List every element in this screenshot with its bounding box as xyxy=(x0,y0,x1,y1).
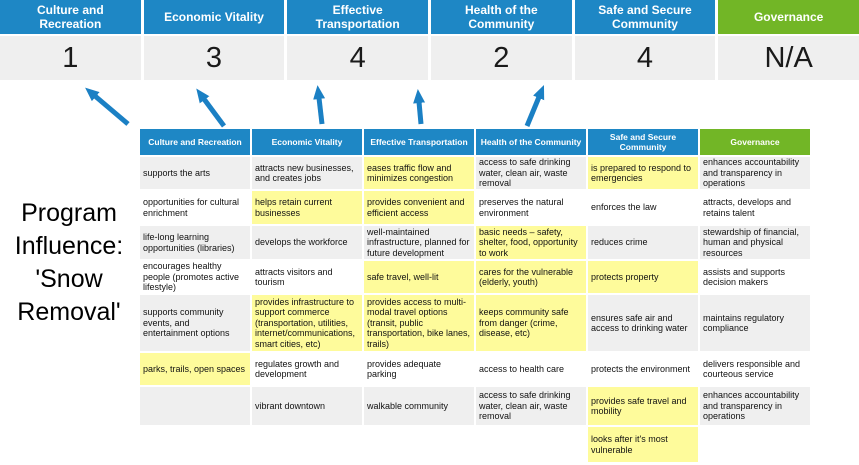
title-line: Influence: xyxy=(14,232,124,260)
matrix-header-economic-vitality: Economic Vitality xyxy=(252,129,362,155)
priority-header-health-of-the-community: Health of the Community xyxy=(431,0,572,34)
matrix-cell-r8-c6 xyxy=(700,427,810,462)
matrix-cell-r4-c4: cares for the vulnerable (elderly, youth… xyxy=(476,261,586,293)
influence-arrow xyxy=(313,85,326,125)
matrix-cell-r5-c6: maintains regulatory compliance xyxy=(700,295,810,351)
priority-header-economic-vitality: Economic Vitality xyxy=(143,0,285,34)
matrix-cell-r4-c3: safe travel, well-lit xyxy=(364,261,474,293)
title-line: Removal' xyxy=(17,298,121,326)
score-governance: N/A xyxy=(718,36,859,80)
program-influence-title: Program Influence: 'Snow Removal' xyxy=(0,197,138,329)
matrix-header-health-of-the-community: Health of the Community xyxy=(476,129,586,155)
matrix-cell-r6-c1: parks, trails, open spaces xyxy=(140,353,250,385)
priority-header-row: Culture and Recreation Economic Vitality E… xyxy=(0,0,859,34)
matrix-cell-r7-c6: enhances accountability and transparency… xyxy=(700,387,810,425)
matrix-cell-r6-c5: protects the environment xyxy=(588,353,698,385)
matrix-cell-r8-c5: looks after it's most vulnerable xyxy=(588,427,698,462)
influence-arrow xyxy=(85,87,130,126)
matrix-cell-r5-c5: ensures safe air and access to drinking … xyxy=(588,295,698,351)
matrix-cell-r2-c3: provides convenient and efficient access xyxy=(364,191,474,224)
matrix-cell-r4-c6: assists and supports decision makers xyxy=(700,261,810,293)
influence-matrix: Culture and Recreation Economic Vitality E… xyxy=(140,129,810,462)
priority-header-safe-and-secure-community: Safe and Secure Community xyxy=(574,0,716,34)
matrix-cell-r8-c2 xyxy=(252,427,362,462)
matrix-cell-r6-c6: delivers responsible and courteous servi… xyxy=(700,353,810,385)
matrix-header-effective-transportation: Effective Transportation xyxy=(364,129,474,155)
matrix-header-governance: Governance xyxy=(700,129,810,155)
matrix-cell-r5-c3: provides access to multi-modal travel op… xyxy=(364,295,474,351)
matrix-cell-r7-c4: access to safe drinking water, clean air… xyxy=(476,387,586,425)
matrix-cell-r2-c6: attracts, develops and retains talent xyxy=(700,191,810,224)
matrix-cell-r8-c1 xyxy=(140,427,250,462)
title-line: Program xyxy=(21,199,117,227)
matrix-cell-r2-c1: opportunities for cultural enrichment xyxy=(140,191,250,224)
matrix-cell-r6-c4: access to health care xyxy=(476,353,586,385)
priority-header-governance: Governance xyxy=(718,0,859,34)
score-economic-vitality: 3 xyxy=(143,36,285,80)
priority-header-effective-transportation: Effective Transportation xyxy=(287,0,428,34)
matrix-cell-r7-c5: provides safe travel and mobility xyxy=(588,387,698,425)
matrix-cell-r1-c3: eases traffic flow and minimizes congest… xyxy=(364,157,474,189)
title-line: 'Snow xyxy=(35,265,103,293)
matrix-cell-r8-c3 xyxy=(364,427,474,462)
matrix-cell-r1-c5: is prepared to respond to emergencies xyxy=(588,157,698,189)
matrix-cell-r2-c4: preserves the natural environment xyxy=(476,191,586,224)
score-culture-and-recreation: 1 xyxy=(0,36,141,80)
score-row: 1 3 4 2 4 N/A xyxy=(0,36,859,80)
matrix-cell-r3-c3: well-maintained infrastructure, planned … xyxy=(364,226,474,259)
matrix-cell-r4-c5: protects property xyxy=(588,261,698,293)
matrix-cell-r5-c1: supports community events, and entertain… xyxy=(140,295,250,351)
matrix-header-safe-and-secure-community: Safe and Secure Community xyxy=(588,129,698,155)
matrix-header-culture-and-recreation: Culture and Recreation xyxy=(140,129,250,155)
matrix-cell-r2-c5: enforces the law xyxy=(588,191,698,224)
score-safe-and-secure-community: 4 xyxy=(574,36,716,80)
matrix-cell-r2-c2: helps retain current businesses xyxy=(252,191,362,224)
matrix-cell-r7-c3: walkable community xyxy=(364,387,474,425)
influence-arrow xyxy=(524,84,545,127)
matrix-cell-r1-c6: enhances accountability and transparency… xyxy=(700,157,810,189)
matrix-cell-r4-c1: encourages healthy people (promotes acti… xyxy=(140,261,250,293)
matrix-cell-r7-c1 xyxy=(140,387,250,425)
matrix-cell-r4-c2: attracts visitors and tourism xyxy=(252,261,362,293)
priority-header-culture-and-recreation: Culture and Recreation xyxy=(0,0,141,34)
matrix-cell-r8-c4 xyxy=(476,427,586,462)
influence-arrow xyxy=(196,88,227,128)
matrix-cell-r3-c6: stewardship of financial, human and phys… xyxy=(700,226,810,259)
matrix-cell-r5-c2: provides infrastructure to support comme… xyxy=(252,295,362,351)
matrix-cell-r3-c1: life-long learning opportunities (librar… xyxy=(140,226,250,259)
score-effective-transportation: 4 xyxy=(287,36,428,80)
influence-arrows xyxy=(85,84,545,128)
influence-arrow xyxy=(413,89,426,125)
matrix-cell-r3-c4: basic needs – safety, shelter, food, opp… xyxy=(476,226,586,259)
matrix-cell-r1-c1: supports the arts xyxy=(140,157,250,189)
matrix-cell-r3-c2: develops the workforce xyxy=(252,226,362,259)
matrix-cell-r6-c2: regulates growth and development xyxy=(252,353,362,385)
matrix-cell-r1-c4: access to safe drinking water, clean air… xyxy=(476,157,586,189)
matrix-cell-r3-c5: reduces crime xyxy=(588,226,698,259)
score-health-of-the-community: 2 xyxy=(431,36,572,80)
matrix-cell-r6-c3: provides adequate parking xyxy=(364,353,474,385)
matrix-cell-r5-c4: keeps community safe from danger (crime,… xyxy=(476,295,586,351)
matrix-cell-r1-c2: attracts new businesses, and creates job… xyxy=(252,157,362,189)
matrix-cell-r7-c2: vibrant downtown xyxy=(252,387,362,425)
